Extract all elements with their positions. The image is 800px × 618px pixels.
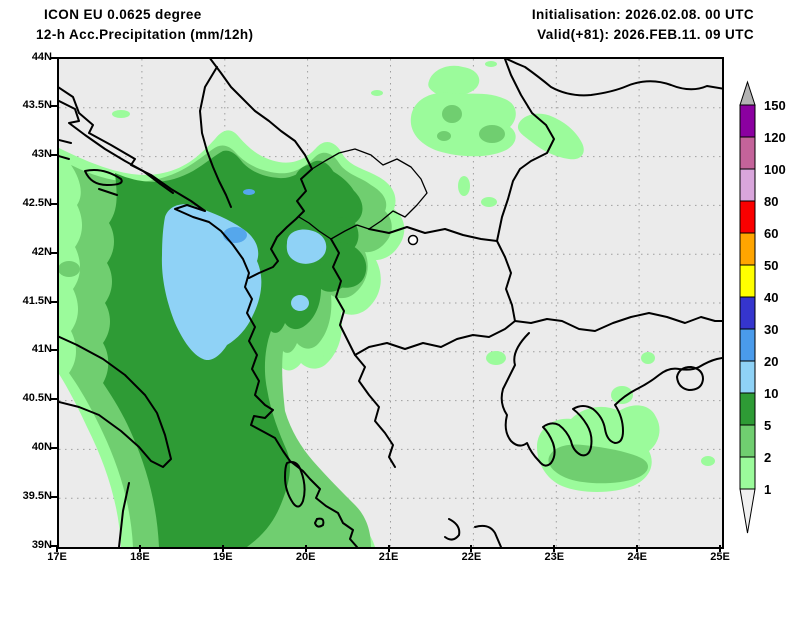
italy-heel-coastline bbox=[59, 335, 172, 547]
coastline-lines bbox=[59, 59, 722, 547]
legend-value-label: 120 bbox=[764, 130, 786, 145]
lon-tick-label: 25E bbox=[710, 551, 730, 563]
lat-tick-mark bbox=[51, 349, 57, 352]
thasos-island bbox=[676, 366, 704, 391]
legend-segment bbox=[739, 360, 756, 394]
lat-tick-label: 42N bbox=[31, 245, 52, 258]
legend-segment bbox=[739, 168, 756, 202]
lat-tick-mark bbox=[51, 300, 57, 303]
legend-segment bbox=[739, 232, 756, 266]
legend-value-label: 2 bbox=[764, 450, 772, 465]
legend-segment bbox=[739, 296, 756, 330]
legend-segment bbox=[739, 328, 756, 362]
lon-tick-label: 18E bbox=[130, 551, 150, 563]
border-albania-macedonia-greece bbox=[330, 238, 396, 468]
map-canvas[interactable] bbox=[57, 57, 724, 549]
legend-segment bbox=[739, 136, 756, 170]
lon-tick-mark bbox=[387, 545, 390, 552]
legend-value-label: 40 bbox=[764, 290, 779, 305]
product-title: 12-h Acc.Precipitation (mm/12h) bbox=[36, 27, 254, 42]
lat-tick-label: 44N bbox=[31, 50, 52, 63]
lon-tick-mark bbox=[553, 545, 556, 552]
corfu-island bbox=[284, 461, 325, 528]
legend-value-label: 60 bbox=[764, 226, 779, 241]
lon-tick-label: 21E bbox=[378, 551, 399, 563]
border-kosovo bbox=[298, 148, 428, 240]
legend-value-label: 50 bbox=[764, 258, 779, 273]
legend-segment bbox=[739, 456, 756, 490]
lake-marker bbox=[407, 234, 419, 246]
lon-tick-mark bbox=[56, 545, 58, 552]
lat-tick-mark bbox=[51, 251, 57, 254]
border-montenegro-albania bbox=[248, 168, 313, 279]
legend-value-label: 20 bbox=[764, 354, 779, 369]
lon-tick-label: 23E bbox=[544, 551, 565, 563]
lat-tick-label: 43N bbox=[31, 148, 52, 161]
lat-tick-mark bbox=[51, 495, 57, 498]
lat-tick-label: 39.5N bbox=[22, 489, 52, 502]
legend-segment bbox=[739, 104, 756, 138]
lat-tick-label: 43.5N bbox=[22, 99, 52, 112]
legend-value-label: 80 bbox=[764, 194, 779, 209]
lat-tick-mark bbox=[51, 154, 57, 157]
initialisation-time: Initialisation: 2026.02.08. 00 UTC bbox=[531, 7, 754, 22]
epirus-coast-bits bbox=[444, 518, 502, 547]
legend-segment bbox=[739, 424, 756, 458]
lat-tick-mark bbox=[51, 202, 57, 205]
aegean-chalkidiki-coastline bbox=[500, 332, 722, 467]
lat-tick-mark bbox=[51, 56, 57, 59]
legend-value-label: 150 bbox=[764, 98, 786, 113]
legend-segment bbox=[739, 264, 756, 298]
lon-tick-mark bbox=[138, 545, 141, 552]
legend-colorbar bbox=[739, 80, 756, 534]
map-svg bbox=[59, 59, 722, 547]
lat-tick-label: 39N bbox=[31, 538, 52, 551]
lat-tick-mark bbox=[51, 105, 57, 108]
valid-time: Valid(+81): 2026.FEB.11. 09 UTC bbox=[537, 27, 754, 42]
legend-overflow-arrow bbox=[739, 80, 756, 106]
lat-tick-label: 42.5N bbox=[22, 196, 52, 209]
lon-tick-label: 22E bbox=[461, 551, 482, 563]
lon-tick-mark bbox=[470, 545, 473, 552]
legend-value-label: 1 bbox=[764, 482, 772, 497]
lon-tick-label: 20E bbox=[295, 551, 316, 563]
dalmatian-islands bbox=[59, 99, 174, 196]
lon-tick-mark bbox=[719, 545, 721, 552]
lon-tick-label: 24E bbox=[627, 551, 647, 563]
model-title: ICON EU 0.0625 degree bbox=[44, 7, 202, 22]
lat-tick-label: 41N bbox=[31, 343, 52, 356]
lat-tick-label: 40N bbox=[31, 440, 52, 453]
lon-tick-mark bbox=[304, 545, 307, 552]
border-serbia-bulgaria bbox=[496, 59, 555, 322]
lat-tick-mark bbox=[51, 398, 57, 401]
legend-value-label: 30 bbox=[764, 322, 779, 337]
border-bosnia-montenegro bbox=[199, 66, 232, 208]
lon-tick-mark bbox=[221, 545, 224, 552]
lat-tick-mark bbox=[51, 544, 57, 547]
precipitation-legend: 150 120 100 80 60 50 40 30 20 10 5 2 1 bbox=[735, 78, 797, 556]
lat-tick-label: 40.5N bbox=[22, 392, 52, 405]
legend-underflow-triangle bbox=[739, 488, 756, 534]
lat-tick-label: 41.5N bbox=[22, 294, 52, 307]
border-serbia-macedonia bbox=[368, 226, 498, 242]
lon-tick-mark bbox=[636, 545, 639, 552]
legend-value-label: 5 bbox=[764, 418, 772, 433]
lon-tick-label: 19E bbox=[212, 551, 233, 563]
country-border-lines bbox=[199, 59, 722, 468]
border-greece-north bbox=[354, 312, 722, 356]
lon-tick-label: 17E bbox=[47, 551, 67, 563]
border-bosnia-serbia bbox=[209, 59, 313, 170]
danube-border-line bbox=[506, 59, 722, 97]
legend-value-label: 10 bbox=[764, 386, 779, 401]
precip-layer-lightblue bbox=[161, 204, 327, 361]
lat-tick-mark bbox=[51, 446, 57, 449]
legend-value-label: 100 bbox=[764, 162, 786, 177]
legend-segment bbox=[739, 392, 756, 426]
legend-segment bbox=[739, 200, 756, 234]
